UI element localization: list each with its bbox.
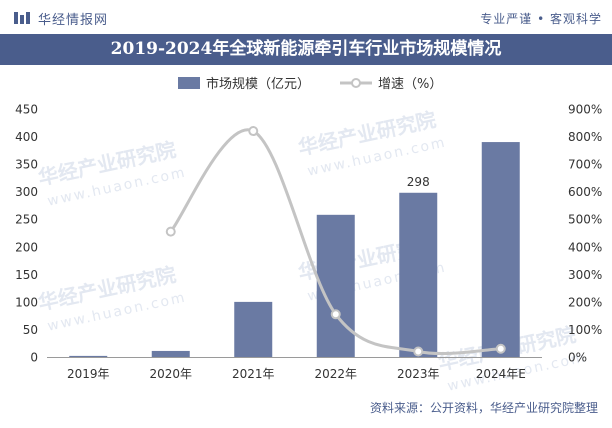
growth-point: [413, 346, 424, 357]
left-tick-label: 50: [23, 323, 38, 337]
growth-point: [330, 309, 341, 320]
bar-series: 298: [69, 142, 520, 357]
right-tick-label: 600%: [568, 185, 602, 199]
legend-label-line: 增速（%）: [378, 77, 442, 92]
x-axis: 2019年 2020年 2021年 2022年 2023年 2024年E: [47, 357, 542, 381]
right-tick-label: 100%: [568, 323, 602, 337]
brand-name: 华经情报网: [38, 12, 109, 28]
left-tick-label: 200: [15, 240, 38, 254]
right-tick-label: 400%: [568, 240, 602, 254]
right-tick-label: 800%: [568, 130, 602, 144]
x-tick-label: 2021年: [232, 367, 275, 381]
bar: [151, 350, 190, 357]
line-series: [165, 126, 506, 357]
growth-point: [248, 126, 259, 137]
left-tick-label: 350: [15, 158, 38, 172]
right-tick-label: 200%: [568, 295, 602, 309]
left-tick-label: 100: [15, 295, 38, 309]
legend-line-marker: [351, 78, 361, 88]
top-bar: 华经情报网 专业严谨 • 客观科学: [0, 0, 612, 34]
chart-title: 2019-2024年全球新能源牵引车行业市场规模情况: [0, 34, 612, 65]
left-axis: 0 50 100 150 200 250 300 350 400 450: [15, 103, 38, 365]
left-tick-label: 300: [15, 185, 38, 199]
left-tick-label: 150: [15, 268, 38, 282]
right-tick-label: 900%: [568, 103, 602, 117]
legend: 市场规模（亿元） 增速（%）: [178, 76, 442, 92]
growth-line: [169, 128, 501, 356]
x-tick-label: 2020年: [149, 367, 192, 381]
x-tick-label: 2023年: [397, 367, 440, 381]
right-tick-label: 0%: [568, 351, 587, 365]
left-tick-label: 0: [30, 351, 38, 365]
right-axis: 0% 100% 200% 300% 400% 500% 600% 700% 800% 900%: [568, 103, 602, 365]
left-tick-label: 450: [15, 103, 38, 117]
bar: [69, 355, 108, 357]
bar: [399, 192, 438, 357]
x-tick-label: 2019年: [67, 367, 110, 381]
slogan: 专业严谨 • 客观科学: [480, 12, 602, 26]
bar: [481, 142, 520, 357]
growth-point: [495, 343, 506, 354]
growth-point: [165, 226, 176, 237]
bar-data-label: 298: [407, 175, 430, 189]
brand-logo-icon: [14, 12, 30, 24]
left-tick-label: 400: [15, 130, 38, 144]
left-tick-label: 250: [15, 213, 38, 227]
right-tick-label: 700%: [568, 158, 602, 172]
right-tick-label: 300%: [568, 268, 602, 282]
bar: [316, 214, 355, 357]
bar: [234, 301, 273, 357]
x-tick-label: 2024年E: [476, 367, 526, 381]
legend-bar-swatch: [178, 77, 200, 89]
source-note: 资料来源：公开资料，华经产业研究院整理: [369, 401, 598, 415]
right-tick-label: 500%: [568, 213, 602, 227]
legend-label-bar: 市场规模（亿元）: [206, 76, 310, 92]
x-tick-label: 2022年: [314, 367, 357, 381]
brand: 华经情报网: [14, 9, 109, 28]
